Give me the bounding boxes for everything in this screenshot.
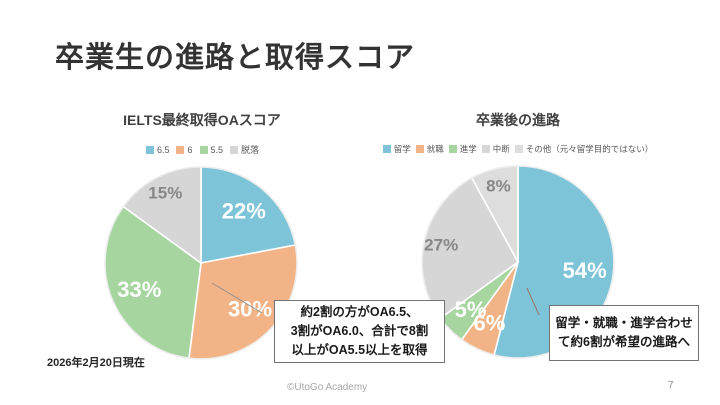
legend-label: 留学	[393, 144, 411, 154]
pie-label-中断: 27%	[424, 235, 458, 254]
legend-label: 6	[187, 144, 193, 155]
pie-label-就職: 6%	[474, 310, 506, 335]
legend-swatch-icon	[230, 145, 239, 154]
pie-label-進学: 5%	[455, 297, 487, 322]
legend-item-就職: 就職	[415, 143, 444, 155]
pie-slice-5.5	[104, 205, 202, 360]
legend-label: その他（元々留学目的ではない）	[525, 144, 654, 154]
legend-swatch-icon	[415, 145, 424, 153]
pie-rim	[421, 165, 615, 359]
pie-slice-脱落	[122, 166, 202, 265]
legend-label: 脱落	[241, 145, 260, 155]
pie-slice-6.5	[200, 166, 297, 264]
legend-label: 5.5	[210, 144, 224, 155]
legend-item-6: 6	[176, 144, 193, 155]
legend-item-6.5: 6.5	[145, 144, 170, 155]
pie-rim	[104, 166, 298, 360]
pie-label-その他（元々留学目的ではない）: 8%	[486, 176, 511, 195]
pie-label-6: 30%	[228, 297, 272, 322]
chart-title-ielts-score: IELTS最終取得OAスコア	[123, 112, 281, 128]
pie-chart-ielts-score: 22% 30% 33% 15%	[104, 166, 298, 360]
pie-label-留学: 54%	[563, 258, 607, 283]
callout-score-summary: 約2割の方がOA6.5、 3割がOA6.0、合計で8割 以上がOA5.5以上を取…	[274, 300, 445, 363]
legend-swatch-icon	[382, 145, 391, 153]
legend-label: 6.5	[156, 144, 170, 155]
legend-item-脱落: 脱落	[230, 143, 259, 156]
legend-swatch-icon	[176, 145, 185, 154]
legend-item-進学: 進学	[448, 143, 477, 155]
legend-swatch-icon	[199, 145, 208, 154]
legend-label: 就職	[426, 144, 444, 154]
legend-ielts-score: 6.5 6 5.5 脱落	[85, 143, 320, 156]
legend-item-留学: 留学	[382, 143, 411, 155]
legend-label: 中断	[492, 144, 510, 154]
legend-item-5.5: 5.5	[199, 144, 224, 155]
page-number: 7	[668, 380, 674, 391]
pie-label-5.5: 33%	[117, 277, 161, 302]
pie-slice-その他（元々留学目的ではない）	[470, 165, 519, 263]
legend-item-その他（元々留学目的ではない）: その他（元々留学目的ではない）	[514, 143, 654, 155]
chart-title-career-path: 卒業後の進路	[476, 112, 560, 128]
as-of-date: 2026年2月20日現在	[47, 357, 145, 369]
legend-swatch-icon	[145, 145, 154, 154]
footer-copyright: ©UtoGo Academy	[287, 382, 368, 393]
legend-item-中断: 中断	[481, 143, 510, 155]
pie-label-脱落: 15%	[148, 183, 182, 202]
legend-career-path: 留学 就職 進学 中断 その他（元々留学目的ではない）	[363, 143, 673, 155]
callout-path-summary: 留学・就職・進学合わせ て約6割が希望の進路へ	[549, 305, 699, 361]
legend-label: 進学	[459, 144, 477, 154]
page-title: 卒業生の進路と取得スコア	[55, 42, 416, 74]
legend-swatch-icon	[481, 145, 490, 153]
pie-label-6.5: 22%	[222, 199, 266, 224]
legend-swatch-icon	[514, 145, 523, 153]
legend-swatch-icon	[448, 145, 457, 153]
